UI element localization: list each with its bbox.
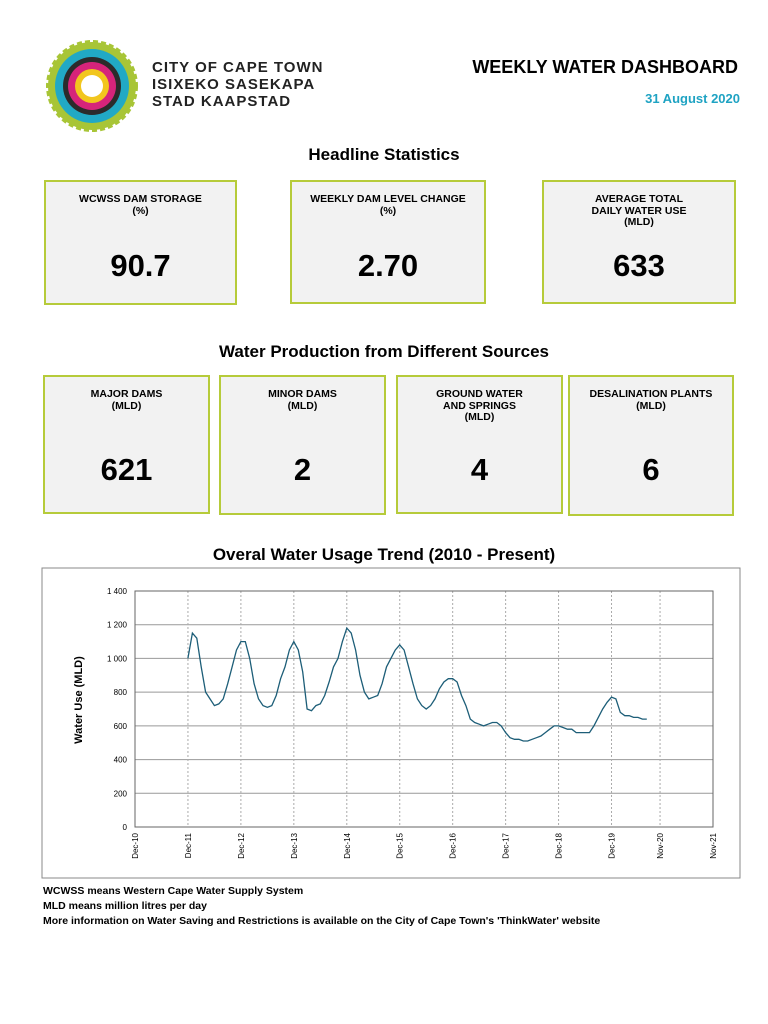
stat-label-line: AVERAGE TOTAL [594,193,684,205]
x-tick-label: Dec-19 [608,832,617,858]
stat-value: 4 [470,452,489,487]
logo [46,40,138,132]
footnote: More information on Water Saving and Res… [43,915,601,927]
stat-label-line: AND SPRINGS [443,399,516,412]
y-tick-label: 1 400 [107,587,128,596]
y-tick-label: 1 000 [107,654,128,663]
dashboard-date: 31 August 2020 [645,91,740,106]
x-tick-label: Nov-21 [709,832,718,858]
x-tick-label: Nov-20 [656,832,665,858]
section-heading: Headline Statistics [308,145,460,164]
stat-value: 6 [642,452,660,487]
chart-frame [41,567,741,879]
stat-label: MINOR DAMS (MLD) [221,388,384,412]
stat-value: 90.7 [110,248,171,283]
x-tick-label: Dec-12 [237,832,246,858]
stat-label-line: (MLD) [287,399,318,412]
stat-label-line: DAILY WATER USE [591,204,687,217]
stat-value: 2.70 [357,248,419,283]
stat-label-line: DESALINATION PLANTS [589,388,713,400]
org-name: ISIXEKO SASEKAPA [152,76,316,93]
y-tick-label: 800 [114,688,128,697]
stat-box: MAJOR DAMS (MLD) 621 [43,375,210,514]
stat-label-line: GROUND WATER [436,388,523,400]
footnote: MLD means million litres per day [43,900,207,912]
stat-label: WCWSS DAM STORAGE (%) [46,193,235,217]
stat-label-line: (MLD) [464,411,495,423]
stat-box: GROUND WATER AND SPRINGS (MLD) 4 [396,375,563,514]
stat-value: 633 [613,248,665,283]
y-tick-label: 600 [114,722,128,731]
stat-label-line: (MLD) [624,216,654,228]
stat-value: 621 [100,452,153,487]
stat-label-line: MAJOR DAMS [90,388,163,400]
stat-box: MINOR DAMS (MLD) 2 [219,375,386,515]
stat-label-line: WEEKLY DAM LEVEL CHANGE [310,193,466,205]
org-name: STAD KAAPSTAD [152,93,292,110]
x-tick-label: Dec-10 [131,832,140,858]
section-heading: Overal Water Usage Trend (2010 - Present… [212,545,556,564]
stat-label: AVERAGE TOTAL DAILY WATER USE (MLD) [544,193,734,229]
stat-label-line: (MLD) [636,399,666,412]
y-tick-label: 200 [114,789,128,798]
stat-value: 2 [293,452,312,487]
org-name: CITY OF CAPE TOWN [152,59,324,76]
x-tick-label: Dec-16 [449,832,458,858]
chart: Water Use (MLD) 0 200 400 600 800 1 000 1 200 1… [41,567,741,879]
stat-label-line: WCWSS DAM STORAGE [79,193,202,205]
stat-label: WEEKLY DAM LEVEL CHANGE (%) [292,193,484,217]
stat-box: WEEKLY DAM LEVEL CHANGE (%) 2.70 [290,180,486,304]
y-axis-label: Water Use (MLD) [73,656,85,744]
section-heading: Water Production from Different Sources [219,342,549,361]
x-tick-label: Dec-17 [502,832,511,858]
x-tick-label: Dec-13 [290,832,299,858]
x-tick-label: Dec-14 [343,832,352,858]
dashboard-title: WEEKLY WATER DASHBOARD [472,57,738,77]
y-tick-label: 1 200 [107,621,128,630]
trend-line [187,626,647,742]
stat-label-line: (%) [132,204,149,217]
plot-area [134,590,714,828]
stat-label: MAJOR DAMS (MLD) [45,388,208,412]
stat-label-line: (MLD) [111,399,142,412]
stat-box: AVERAGE TOTAL DAILY WATER USE (MLD) 633 [542,180,736,304]
stat-label: GROUND WATER AND SPRINGS (MLD) [398,388,561,424]
stat-box: WCWSS DAM STORAGE (%) 90.7 [44,180,237,305]
y-tick-label: 400 [114,756,128,765]
stat-label-line: (%) [379,204,397,217]
y-tick-label: 0 [123,823,128,832]
x-tick-label: Dec-11 [184,832,193,858]
stat-label-line: MINOR DAMS [268,388,337,400]
stat-box: DESALINATION PLANTS (MLD) 6 [568,375,734,516]
stat-label: DESALINATION PLANTS (MLD) [570,388,732,412]
x-tick-label: Dec-18 [555,832,564,858]
footnote: WCWSS means Western Cape Water Supply Sy… [43,885,304,897]
x-tick-label: Dec-15 [396,832,405,858]
